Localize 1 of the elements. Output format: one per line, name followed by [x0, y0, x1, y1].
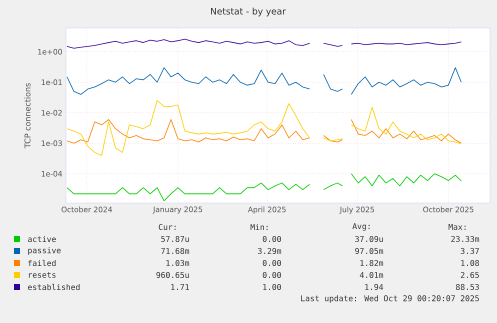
chart-title: Netstat - by year: [211, 8, 286, 16]
